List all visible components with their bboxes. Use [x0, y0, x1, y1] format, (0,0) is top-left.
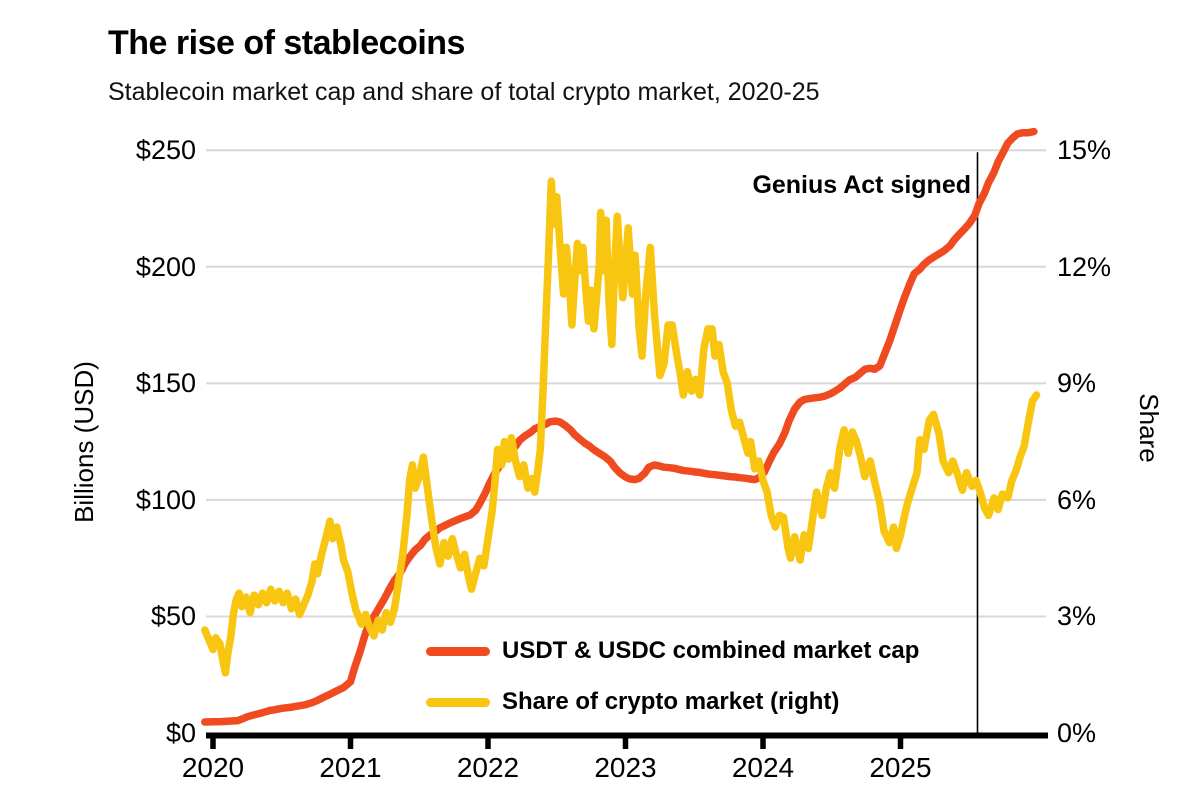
x-axis-tick	[622, 737, 629, 749]
chart-subtitle: Stablecoin market cap and share of total…	[108, 78, 820, 106]
x-axis-tick-label: 2021	[319, 752, 382, 783]
y-axis-left-tick-label: $150	[135, 368, 196, 399]
y-axis-right-tick-label: 6%	[1057, 484, 1097, 515]
x-axis-tick-label: 2025	[869, 752, 932, 783]
legend-swatch-share	[426, 697, 490, 707]
y-axis-right-tick-label: 9%	[1057, 368, 1097, 399]
legend-item-share: Share of crypto market (right)	[426, 687, 839, 717]
x-axis-tick	[347, 737, 354, 749]
x-axis-tick	[760, 737, 766, 749]
y-axis-left-tick-label: $50	[150, 601, 196, 632]
x-axis-tick	[210, 737, 216, 749]
x-axis-tick-label: 2023	[594, 752, 657, 783]
y-axis-right-tick-label: 12%	[1057, 251, 1112, 282]
y-axis-left-tick-label: $200	[135, 251, 196, 282]
series-line-share	[201, 177, 1041, 677]
legend-swatch-market-cap	[426, 646, 490, 656]
left-axis-title: Billions (USD)	[69, 361, 99, 523]
legend-label-market-cap: USDT & USDC combined market cap	[502, 637, 920, 664]
legend-item-market-cap: USDT & USDC combined market cap	[426, 636, 919, 666]
y-axis-left-tick-label: $100	[135, 484, 196, 515]
x-axis-line	[206, 732, 1048, 739]
x-axis-tick-label: 2020	[181, 752, 245, 783]
y-axis-right-tick-label: 3%	[1057, 601, 1097, 632]
series-line-market-cap	[201, 127, 1038, 726]
annotation-label: Genius Act signed	[752, 171, 971, 199]
y-axis-left-tick-label: $0	[165, 718, 196, 748]
chart-title: The rise of stablecoins	[108, 24, 465, 62]
y-axis-right-tick-label: 0%	[1057, 718, 1097, 748]
y-axis-right-tick-label: 15%	[1057, 135, 1112, 166]
legend-label-share: Share of crypto market (right)	[502, 688, 840, 715]
y-axis-left-tick-label: $250	[135, 135, 196, 166]
x-axis-tick	[897, 737, 904, 749]
x-axis-tick	[485, 737, 491, 749]
x-axis-tick-label: 2022	[456, 752, 520, 783]
x-axis-tick-label: 2024	[731, 752, 795, 783]
